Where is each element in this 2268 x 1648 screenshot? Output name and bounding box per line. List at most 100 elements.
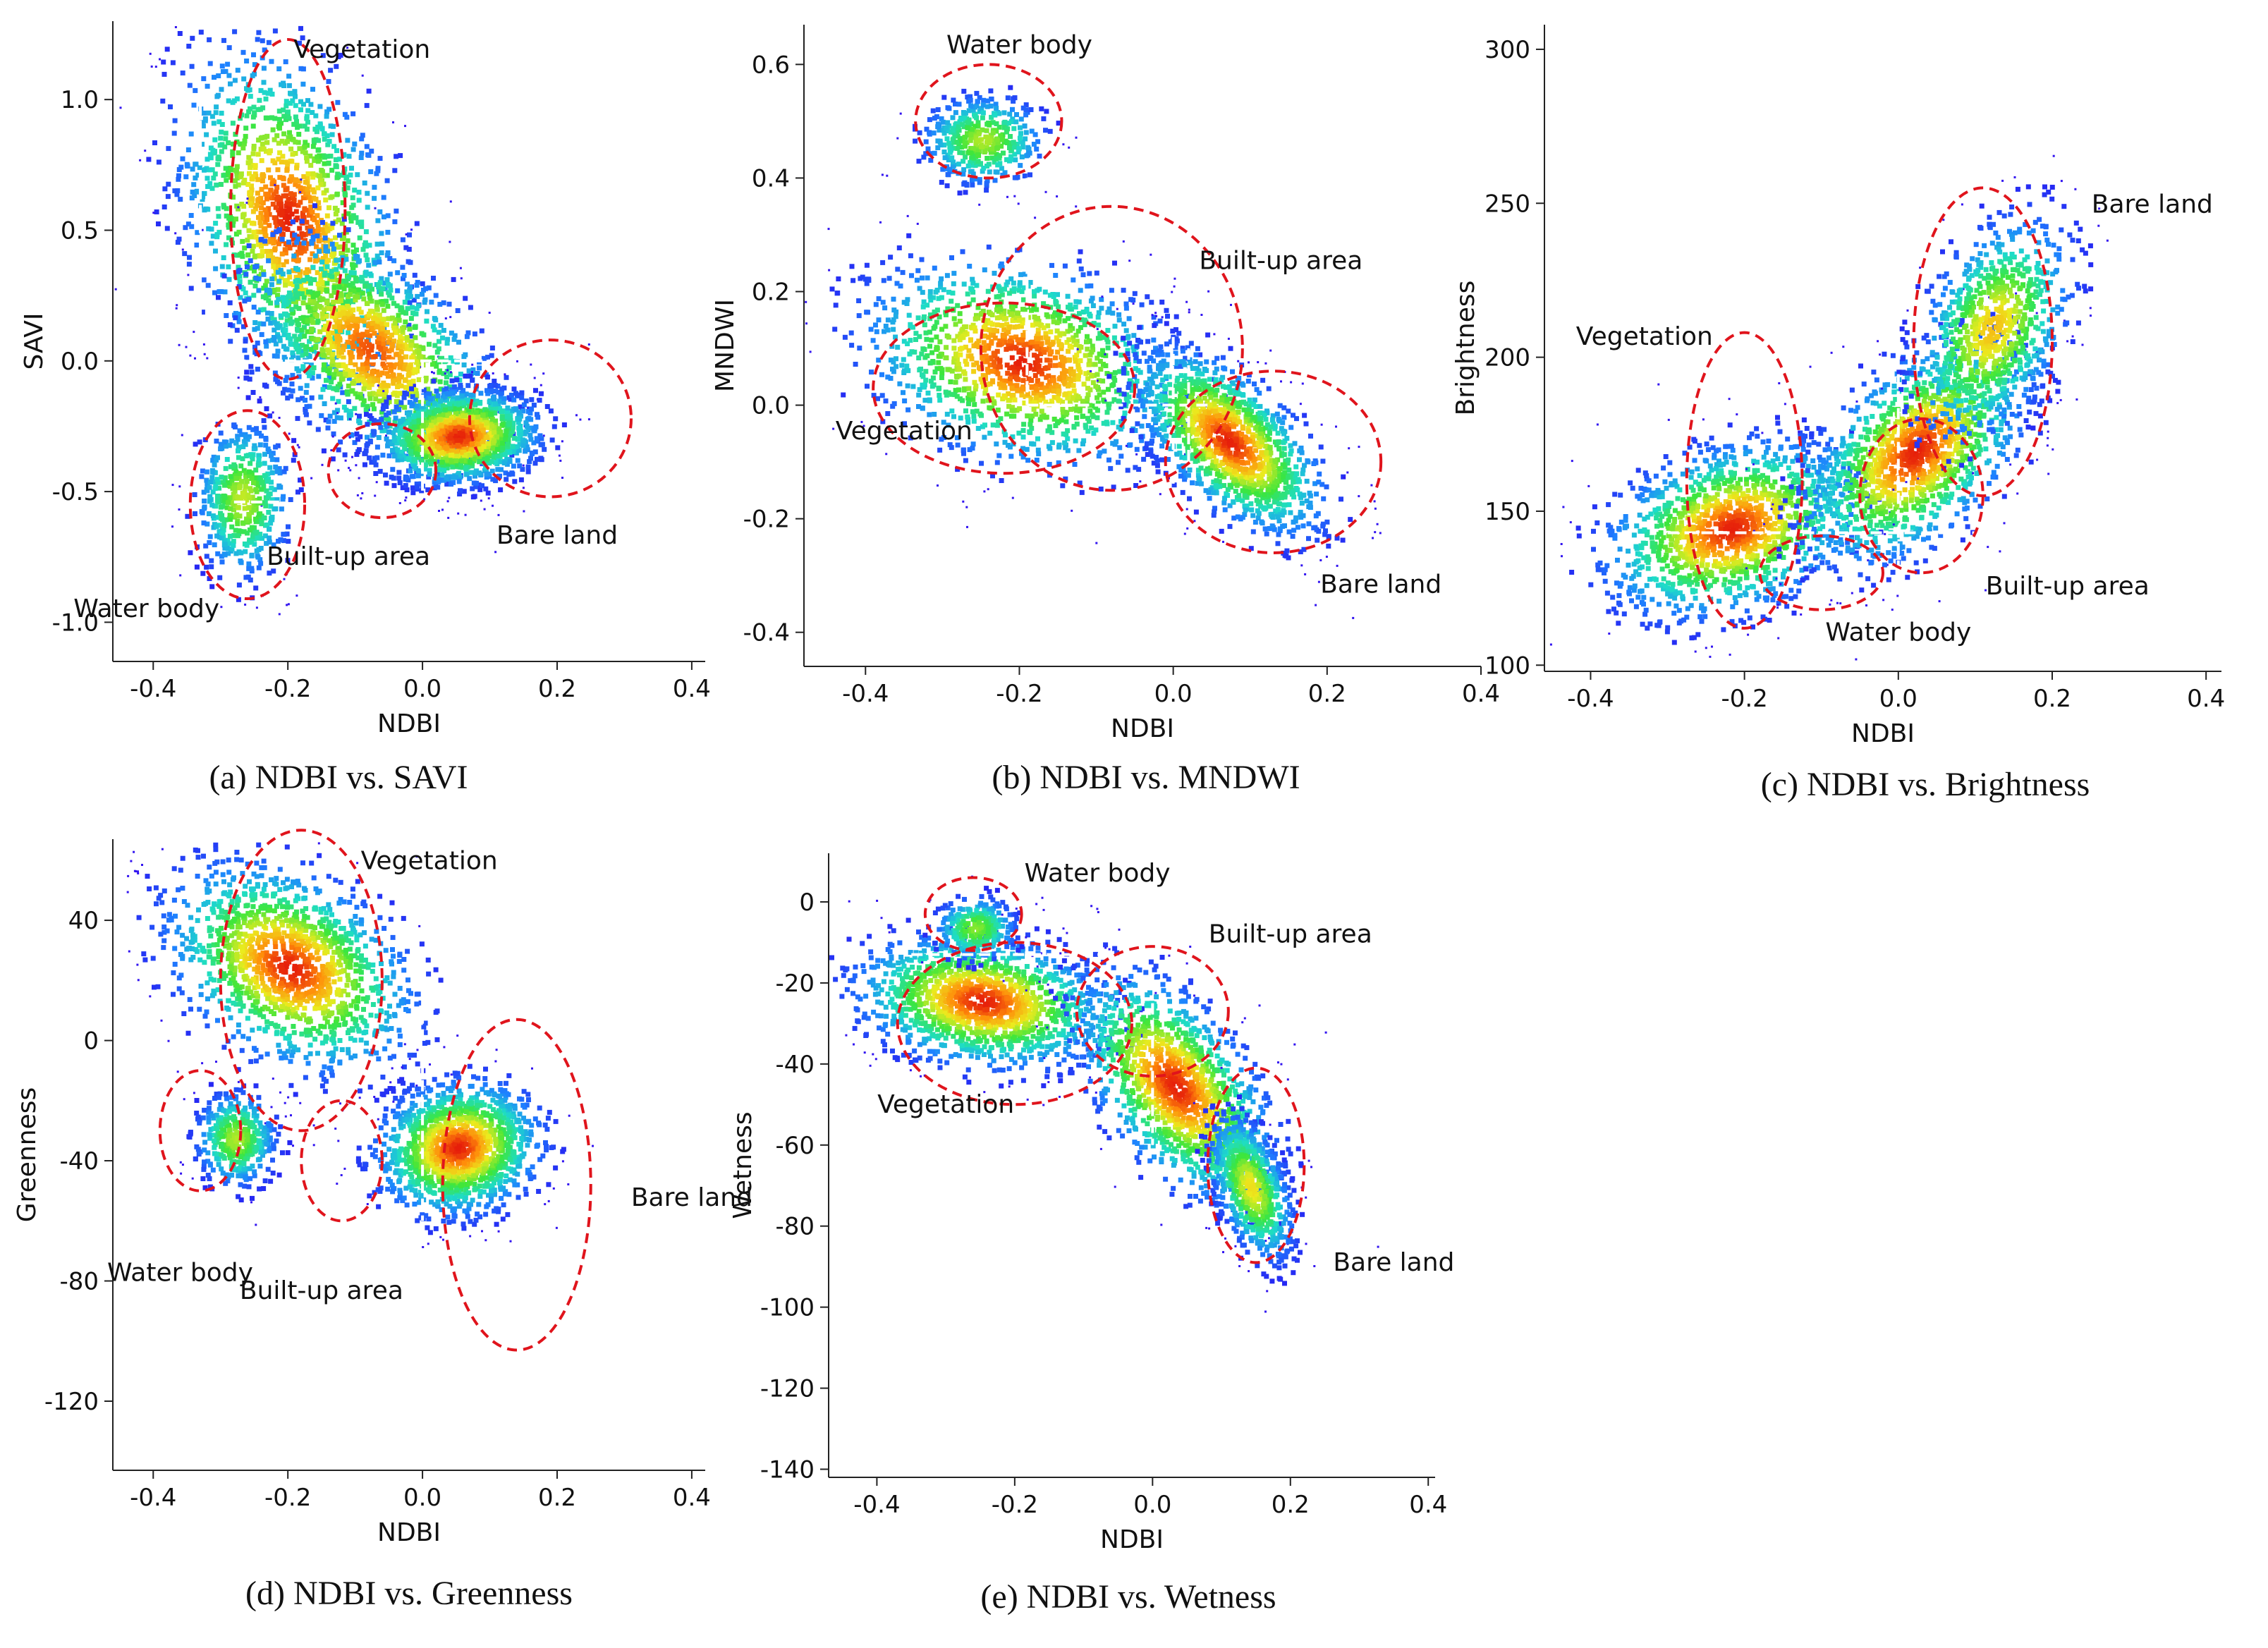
data-point-a-1 (426, 474, 432, 480)
data-point-a-0 (449, 316, 452, 319)
data-point-a-0 (209, 226, 214, 232)
data-point-a-2 (412, 434, 417, 439)
data-point-a-3 (203, 543, 209, 549)
data-point-a-0 (214, 182, 219, 188)
data-point-a-2 (539, 441, 545, 447)
data-point-a-1 (389, 295, 395, 301)
data-point-a-0 (301, 102, 306, 107)
data-point-a-0 (286, 114, 291, 119)
data-point-a-1 (504, 374, 509, 380)
data-point-a-0 (226, 140, 231, 145)
data-point-a-3 (209, 584, 215, 590)
data-point-a-0 (256, 242, 262, 248)
data-point-a-3 (252, 542, 257, 547)
data-point-a-3 (241, 529, 247, 535)
data-point-a-3 (209, 558, 214, 563)
data-point-a-2 (398, 453, 403, 459)
data-point-a-3 (263, 442, 269, 448)
data-point-a-2 (551, 424, 557, 429)
data-point-a-2 (500, 440, 506, 446)
data-point-a-1 (374, 307, 380, 312)
data-point-a-0 (286, 207, 292, 212)
data-point-a-2 (451, 474, 456, 480)
data-point-a-1 (283, 356, 288, 362)
data-point-a-2 (458, 488, 463, 494)
data-point-a-1 (322, 362, 327, 367)
data-point-a-1 (367, 283, 372, 289)
data-point-b-0 (1183, 355, 1188, 361)
data-point-a-2 (436, 439, 441, 444)
data-point-a-2 (381, 403, 386, 408)
data-point-a-1 (405, 338, 410, 343)
data-point-a-1 (319, 296, 325, 302)
data-point-a-2 (472, 451, 477, 457)
data-point-a-3 (267, 570, 272, 576)
data-point-a-3 (235, 494, 240, 500)
data-point-a-0 (288, 316, 293, 322)
data-point-a-2 (451, 384, 457, 390)
data-point-a-0 (300, 214, 305, 219)
data-point-b-0 (1032, 293, 1037, 299)
data-point-a-2 (369, 460, 374, 465)
data-point-b-0 (1165, 313, 1170, 319)
data-point-a-2 (427, 468, 432, 473)
data-point-a-1 (380, 326, 386, 331)
data-point-a-1 (237, 206, 240, 209)
data-point-b-0 (905, 297, 910, 303)
data-point-a-1 (379, 302, 385, 307)
data-point-a-1 (286, 239, 291, 245)
data-point-a-1 (370, 361, 376, 367)
data-point-a-1 (413, 343, 419, 348)
data-point-a-0 (256, 138, 262, 143)
data-point-a-2 (452, 426, 458, 431)
data-point-a-1 (299, 219, 305, 224)
data-point-a-1 (461, 362, 467, 367)
data-point-a-2 (423, 454, 429, 460)
data-point-a-0 (258, 135, 264, 141)
data-point-a-3 (258, 475, 264, 480)
data-point-a-0 (303, 270, 308, 276)
data-point-a-1 (437, 370, 442, 375)
data-point-a-1 (438, 510, 440, 512)
data-point-b-0 (809, 350, 812, 353)
data-point-a-1 (276, 228, 281, 233)
data-point-a-0 (219, 264, 225, 269)
data-point-a-2 (489, 407, 494, 413)
data-point-a-0 (244, 86, 249, 92)
data-point-a-1 (300, 364, 306, 370)
data-point-a-3 (246, 434, 252, 439)
data-point-a-0 (211, 176, 217, 181)
data-point-a-2 (374, 444, 380, 450)
data-point-a-1 (414, 360, 420, 365)
data-point-a-0 (326, 160, 331, 166)
data-point-a-2 (459, 418, 465, 424)
data-point-a-0 (257, 97, 262, 103)
data-point-b-0 (1004, 282, 1009, 288)
data-point-a-0 (379, 250, 384, 255)
data-point-b-0 (1060, 399, 1066, 405)
data-point-a-0 (253, 173, 259, 179)
data-point-a-0 (298, 200, 303, 205)
data-point-a-0 (359, 150, 365, 156)
data-point-a-2 (470, 415, 476, 420)
data-point-a-2 (356, 447, 362, 453)
data-point-a-1 (386, 399, 392, 405)
data-point-a-1 (367, 342, 372, 348)
data-point-a-3 (273, 464, 279, 470)
data-point-a-2 (390, 467, 396, 472)
data-point-a-0 (214, 232, 220, 238)
data-point-a-0 (274, 303, 280, 308)
data-point-a-0 (206, 226, 212, 231)
data-point-a-1 (174, 232, 177, 235)
data-point-a-0 (236, 229, 242, 235)
data-point-a-0 (290, 268, 295, 274)
data-point-a-1 (181, 248, 184, 251)
data-point-a-2 (439, 477, 445, 482)
data-point-a-2 (484, 456, 490, 460)
data-point-b-0 (981, 384, 986, 389)
data-point-a-0 (217, 142, 223, 148)
data-point-a-2 (477, 453, 482, 459)
data-point-a-3 (215, 496, 221, 502)
data-point-a-1 (278, 313, 284, 319)
